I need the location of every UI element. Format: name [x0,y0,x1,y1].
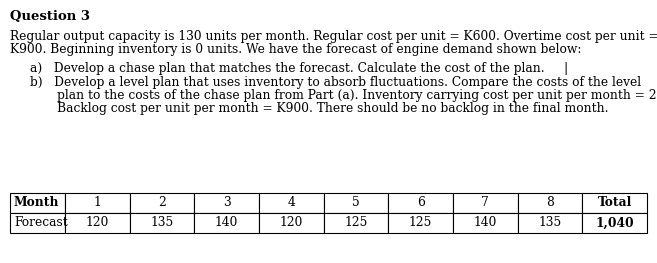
Text: 1,040: 1,040 [595,216,634,230]
Text: 125: 125 [409,216,432,230]
Text: Backlog cost per unit per month = K900. There should be no backlog in the final : Backlog cost per unit per month = K900. … [30,102,608,115]
Bar [259,213,324,233]
Bar [582,213,647,233]
Bar [518,213,582,233]
Bar [324,213,388,233]
Text: Regular output capacity is 130 units per month. Regular cost per unit = K600. Ov: Regular output capacity is 130 units per… [10,30,657,43]
Bar [388,193,453,213]
Bar [129,193,194,213]
Text: 135: 135 [538,216,562,230]
Text: plan to the costs of the chase plan from Part (a). Inventory carrying cost per u: plan to the costs of the chase plan from… [30,89,657,102]
Text: Total: Total [597,196,632,210]
Text: 120: 120 [280,216,303,230]
Text: Question 3: Question 3 [10,10,90,23]
Bar [388,213,453,233]
Bar [65,193,129,213]
Text: a)   Develop a chase plan that matches the forecast. Calculate the cost of the p: a) Develop a chase plan that matches the… [30,62,568,75]
Text: 6: 6 [417,196,424,210]
Text: 3: 3 [223,196,231,210]
Bar [582,193,647,213]
Bar [453,193,518,213]
Text: 2: 2 [158,196,166,210]
Bar [453,213,518,233]
Text: 135: 135 [150,216,173,230]
Text: 125: 125 [344,216,368,230]
Bar [10,193,65,213]
Text: 140: 140 [474,216,497,230]
Bar [194,213,259,233]
Text: 5: 5 [352,196,360,210]
Bar [10,213,65,233]
Text: Month: Month [14,196,60,210]
Bar [518,193,582,213]
Text: 140: 140 [215,216,238,230]
Bar [129,213,194,233]
Text: Forecast: Forecast [14,216,68,230]
Text: 4: 4 [287,196,295,210]
Text: 8: 8 [546,196,554,210]
Bar [324,193,388,213]
Bar [194,193,259,213]
Text: K900. Beginning inventory is 0 units. We have the forecast of engine demand show: K900. Beginning inventory is 0 units. We… [10,43,581,56]
Bar [259,193,324,213]
Text: 7: 7 [482,196,489,210]
Bar [65,213,129,233]
Text: b)   Develop a level plan that uses inventory to absorb fluctuations. Compare th: b) Develop a level plan that uses invent… [30,76,641,89]
Text: 1: 1 [93,196,101,210]
Text: 120: 120 [85,216,109,230]
